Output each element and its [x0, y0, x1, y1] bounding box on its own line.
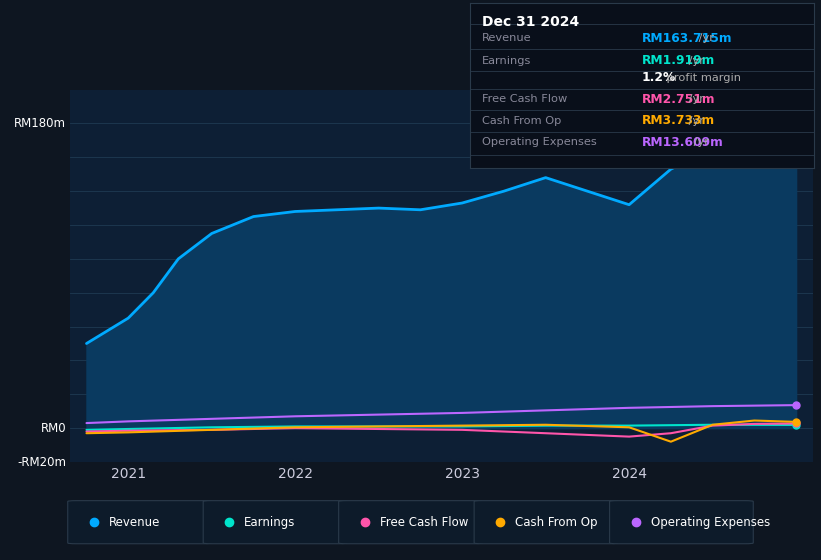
Text: Free Cash Flow: Free Cash Flow — [379, 516, 468, 529]
FancyBboxPatch shape — [203, 501, 346, 544]
FancyBboxPatch shape — [338, 501, 482, 544]
Text: RM0: RM0 — [40, 422, 66, 435]
Text: RM3.733m: RM3.733m — [642, 114, 715, 128]
Text: Revenue: Revenue — [482, 33, 531, 43]
FancyBboxPatch shape — [609, 501, 754, 544]
Text: Cash From Op: Cash From Op — [516, 516, 598, 529]
Text: Operating Expenses: Operating Expenses — [650, 516, 770, 529]
Text: Dec 31 2024: Dec 31 2024 — [482, 15, 579, 29]
FancyBboxPatch shape — [67, 501, 212, 544]
Text: /yr: /yr — [690, 137, 709, 147]
Text: Revenue: Revenue — [108, 516, 160, 529]
Text: Free Cash Flow: Free Cash Flow — [482, 95, 567, 105]
Text: /yr: /yr — [695, 33, 714, 43]
Text: Operating Expenses: Operating Expenses — [482, 137, 596, 147]
Text: profit margin: profit margin — [663, 73, 741, 83]
Text: /yr: /yr — [685, 95, 704, 105]
Text: /yr: /yr — [685, 55, 704, 66]
Text: -RM20m: -RM20m — [17, 455, 66, 469]
Text: /yr: /yr — [685, 116, 704, 126]
Text: Earnings: Earnings — [244, 516, 296, 529]
Text: RM13.609m: RM13.609m — [642, 136, 724, 149]
Text: Cash From Op: Cash From Op — [482, 116, 561, 126]
Text: 1.2%: 1.2% — [642, 72, 677, 85]
Text: RM180m: RM180m — [14, 117, 66, 130]
Text: RM2.751m: RM2.751m — [642, 93, 716, 106]
Text: Earnings: Earnings — [482, 55, 531, 66]
Text: RM163.715m: RM163.715m — [642, 32, 732, 45]
Text: RM1.919m: RM1.919m — [642, 54, 715, 67]
FancyBboxPatch shape — [475, 501, 617, 544]
